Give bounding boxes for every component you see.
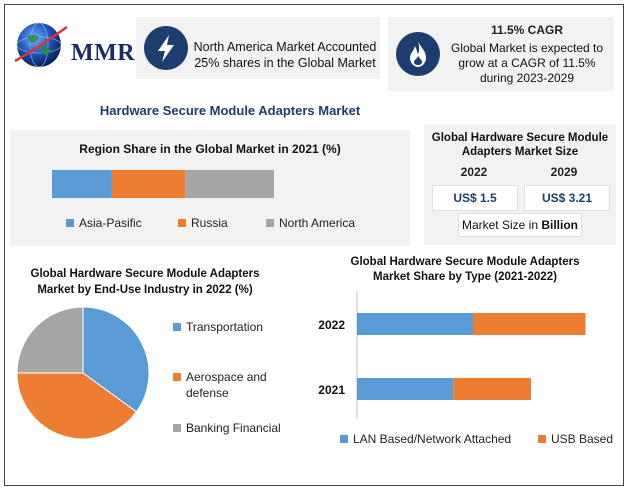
legend-swatch bbox=[66, 219, 74, 227]
infographic-frame: MMR North America Market Accounted 25% s… bbox=[4, 4, 624, 486]
unit-prefix: Market Size in bbox=[461, 218, 538, 232]
pie-title-line2: Market by End-Use Industry in 2022 (%) bbox=[37, 284, 253, 296]
legend-swatch bbox=[340, 435, 348, 443]
legend-label: Transportation bbox=[186, 320, 263, 334]
pie-slice bbox=[82, 306, 150, 413]
type-bar-segment bbox=[473, 313, 586, 335]
legend-banking: Banking Financial bbox=[173, 421, 281, 435]
legend-label: Aerospace and bbox=[186, 370, 267, 384]
legend-swatch bbox=[266, 219, 274, 227]
year-2029: 2029 bbox=[550, 165, 578, 179]
market-size-title-line1: Global Hardware Secure Module bbox=[431, 132, 609, 144]
legend-swatch bbox=[173, 323, 181, 331]
region-stacked-bar bbox=[52, 170, 274, 198]
legend-lan-based: LAN Based/Network Attached bbox=[340, 432, 511, 446]
lightning-icon bbox=[144, 26, 188, 70]
legend-label: USB Based bbox=[551, 432, 614, 446]
market-size-title-line2: Adapters Market Size bbox=[461, 146, 579, 158]
legend-transportation: Transportation bbox=[173, 320, 263, 334]
type-title-line1: Global Hardware Secure Module Adapters bbox=[350, 256, 580, 268]
legend-label-cont: defense bbox=[186, 386, 229, 400]
pie-chart bbox=[16, 306, 150, 440]
pie-slice bbox=[16, 372, 138, 440]
info-card-cagr: 11.5% CAGR Global Market is expected to … bbox=[388, 17, 614, 91]
mmr-logo: MMR bbox=[13, 13, 136, 75]
legend-label: Banking Financial bbox=[186, 421, 281, 435]
legend-asia-pacific: Asia-Pasific bbox=[66, 216, 142, 230]
info-card-text: Global Market is expected to grow at a C… bbox=[450, 41, 604, 85]
type-bar-segment bbox=[357, 378, 454, 400]
market-size-panel: Global Hardware Secure Module Adapters M… bbox=[424, 125, 616, 245]
region-bar-segment bbox=[185, 170, 274, 198]
type-title-line2: Market Share by Type (2021-2022) bbox=[373, 271, 557, 283]
value-2029: US$ 3.21 bbox=[524, 185, 610, 211]
page-title: Hardware Secure Module Adapters Market bbox=[99, 103, 361, 118]
pie-slice bbox=[16, 306, 84, 374]
unit-label: Market Size in Billion bbox=[458, 213, 582, 237]
legend-label: Russia bbox=[191, 216, 228, 230]
region-bar-segment bbox=[52, 170, 112, 198]
type-bar-segment bbox=[453, 378, 531, 400]
year-2022: 2022 bbox=[460, 165, 488, 179]
legend-label: LAN Based/Network Attached bbox=[353, 432, 512, 446]
legend-swatch bbox=[538, 435, 546, 443]
logo-text: MMR bbox=[71, 40, 136, 66]
legend-aerospace: Aerospace and bbox=[173, 370, 267, 384]
region-share-panel: Region Share in the Global Market in 202… bbox=[10, 130, 410, 246]
info-card-text: North America Market Accounted 25% share… bbox=[193, 40, 377, 70]
legend-swatch bbox=[178, 219, 186, 227]
legend-swatch bbox=[173, 424, 181, 432]
legend-russia: Russia bbox=[178, 216, 228, 230]
value-2022: US$ 1.5 bbox=[432, 185, 518, 211]
flame-icon bbox=[396, 32, 440, 76]
legend-swatch bbox=[173, 373, 181, 381]
region-bar-segment bbox=[111, 170, 186, 198]
cagr-heading: 11.5% CAGR bbox=[490, 23, 564, 37]
pie-title-line1: Global Hardware Secure Module Adapters bbox=[30, 268, 260, 280]
legend-usb-based: USB Based bbox=[538, 432, 613, 446]
unit-bold: Billion bbox=[541, 218, 579, 232]
legend-north-america: North America bbox=[266, 216, 355, 230]
legend-label: Asia-Pasific bbox=[79, 216, 142, 230]
type-stacked-bar-chart: 2022 2021 bbox=[318, 291, 586, 419]
region-chart-title: Region Share in the Global Market in 202… bbox=[79, 142, 341, 156]
category-label: 2022 bbox=[318, 318, 345, 332]
info-card-north-america: North America Market Accounted 25% share… bbox=[136, 17, 380, 79]
legend-label: North America bbox=[279, 216, 356, 230]
category-label: 2021 bbox=[318, 383, 345, 397]
type-bar-segment bbox=[357, 313, 473, 335]
